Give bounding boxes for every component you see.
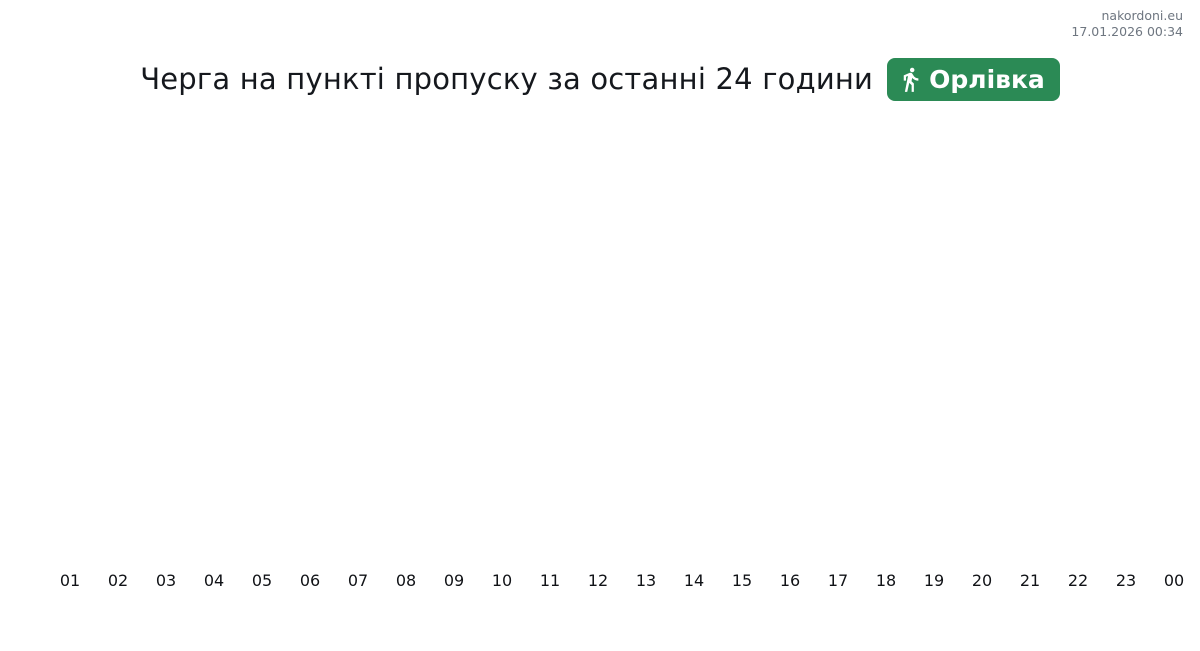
x-tick-label: 05 bbox=[251, 571, 273, 590]
x-tick-label: 08 bbox=[395, 571, 417, 590]
x-tick-label: 20 bbox=[971, 571, 993, 590]
x-tick-label: 07 bbox=[347, 571, 369, 590]
x-axis: 01 02 03 04 05 06 07 08 09 10 11 12 13 14 15 16 17 18 19 20… bbox=[46, 571, 1198, 590]
plot-area bbox=[46, 110, 1198, 570]
x-tick-label: 06 bbox=[299, 571, 321, 590]
x-tick-label: 09 bbox=[443, 571, 465, 590]
x-tick-label: 10 bbox=[491, 571, 513, 590]
x-tick-label: 02 bbox=[107, 571, 129, 590]
x-tick-label: 18 bbox=[875, 571, 897, 590]
x-tick-label: 11 bbox=[539, 571, 561, 590]
watermark-timestamp: 17.01.2026 00:34 bbox=[1071, 24, 1183, 40]
watermark-site: nakordoni.eu bbox=[1101, 8, 1183, 23]
x-tick-label: 12 bbox=[587, 571, 609, 590]
chart-header: Черга на пункті пропуску за останні 24 г… bbox=[0, 54, 1200, 104]
x-tick-label: 21 bbox=[1019, 571, 1041, 590]
x-tick-label: 15 bbox=[731, 571, 753, 590]
crossing-badge[interactable]: Орлівка bbox=[887, 57, 1060, 101]
x-tick-label: 01 bbox=[59, 571, 81, 590]
x-tick-label: 17 bbox=[827, 571, 849, 590]
x-tick-label: 04 bbox=[203, 571, 225, 590]
x-tick-label: 22 bbox=[1067, 571, 1089, 590]
x-tick-label: 13 bbox=[635, 571, 657, 590]
x-tick-label: 23 bbox=[1115, 571, 1137, 590]
x-tick-label: 19 bbox=[923, 571, 945, 590]
watermark: nakordoni.eu 17.01.2026 00:34 bbox=[1071, 8, 1183, 41]
chart-title: Черга на пункті пропуску за останні 24 г… bbox=[140, 62, 874, 96]
x-tick-label: 03 bbox=[155, 571, 177, 590]
x-tick-label: 16 bbox=[779, 571, 801, 590]
crossing-badge-label: Орлівка bbox=[929, 64, 1045, 94]
x-tick-label: 14 bbox=[683, 571, 705, 590]
pedestrian-walk-icon bbox=[897, 66, 924, 93]
x-tick-label: 00 bbox=[1163, 571, 1185, 590]
